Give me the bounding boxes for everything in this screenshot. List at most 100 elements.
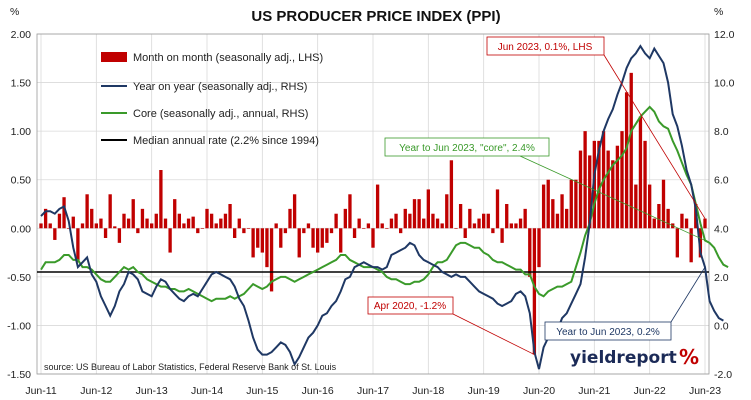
mom-bar [638, 116, 643, 229]
right-axis-tick-label: 4.0 [714, 223, 729, 235]
mom-bar [90, 208, 94, 229]
right-axis-unit: % [714, 6, 723, 18]
source-note: source: US Bureau of Labor Statistics, F… [44, 362, 337, 372]
mom-bar [209, 213, 214, 229]
mom-bar [703, 218, 707, 229]
right-axis-tick-labels: -2.0 0.0 2.0 4.0 6.0 8.0 10.0 12.0 [714, 29, 735, 381]
annotation-apr20-text: Apr 2020, -1.2% [374, 301, 446, 312]
mom-bar [615, 145, 620, 229]
x-axis-tick-label: Jun-23 [689, 385, 721, 397]
legend-label-yoy: Year on year (seasonally adj., RHS) [133, 81, 307, 93]
mom-bar [191, 216, 195, 229]
right-axis-tick-label: -2.0 [714, 369, 732, 381]
mom-bar [588, 155, 592, 229]
mom-bar [431, 213, 435, 229]
mom-bar [103, 228, 108, 238]
mom-bar [150, 223, 154, 229]
mom-bar [606, 150, 610, 229]
right-axis-tick-label: 8.0 [714, 126, 729, 138]
mom-bar [380, 223, 384, 229]
mom-bar [643, 140, 647, 229]
mom-bar [94, 223, 98, 229]
mom-bar [528, 228, 532, 277]
mom-bar [385, 228, 389, 229]
mom-bar [505, 204, 509, 229]
mom-bar [256, 228, 260, 248]
mom-bar [154, 213, 158, 229]
x-axis-tick-label: Jun-12 [80, 385, 112, 397]
mom-bar [205, 208, 209, 229]
left-axis-tick-label: 0.50 [11, 175, 32, 187]
legend-label-median: Median annual rate (2.2% since 1994) [133, 135, 319, 147]
mom-bar [624, 92, 629, 229]
mom-bar [445, 194, 449, 229]
mom-bar [620, 131, 624, 229]
left-axis-tick-label: 1.50 [11, 78, 32, 90]
mom-bar [242, 228, 246, 234]
mom-bar [71, 216, 75, 229]
mom-bar [403, 208, 407, 229]
mom-bar [260, 228, 264, 253]
mom-bar [288, 208, 292, 229]
x-axis-tick-label: Jun-13 [136, 385, 168, 397]
mom-bar [131, 199, 135, 229]
leader-jun23-mom [603, 54, 706, 219]
legend-label-core: Core (seasonally adj., annual, RHS) [133, 108, 308, 120]
mom-bar [560, 194, 564, 229]
mom-bar [223, 213, 228, 229]
mom-bar [122, 213, 126, 229]
mom-bar [652, 218, 656, 229]
right-axis-tick-label: 10.0 [714, 78, 735, 90]
x-axis-tick-label: Jun-17 [357, 385, 389, 397]
gridlines [37, 33, 709, 375]
mom-bar [283, 228, 288, 234]
mom-bar [173, 199, 177, 229]
mom-bar [43, 208, 48, 229]
mom-bar [491, 228, 495, 234]
left-axis-tick-label: -0.50 [7, 272, 31, 284]
mom-bar [657, 204, 661, 229]
left-axis-tick-label: 1.00 [11, 126, 32, 138]
brand-wordmark: yieldreport [570, 348, 677, 368]
annotation-yoy-jun23: Year to Jun 2023, 0.2% [544, 321, 672, 341]
mom-bar [352, 228, 357, 238]
x-axis-tick-label: Jun-15 [246, 385, 278, 397]
mom-bar [675, 228, 679, 258]
mom-bar [417, 199, 421, 229]
mom-bar [661, 179, 666, 229]
mom-bar [541, 184, 546, 229]
mom-bar [408, 213, 412, 229]
mom-bar [684, 218, 689, 229]
mom-bar [228, 204, 232, 229]
mom-bar [454, 228, 458, 229]
mom-bar [302, 228, 306, 234]
mom-bar [339, 228, 343, 253]
x-axis-tick-label: Jun-19 [468, 385, 500, 397]
mom-bar [509, 223, 513, 229]
x-axis-tick-label: Jun-11 [25, 385, 56, 397]
mom-bar [334, 213, 338, 229]
mom-bar [634, 184, 638, 229]
left-axis-tick-label: -1.00 [7, 320, 31, 332]
mom-bar [394, 213, 398, 229]
mom-bar [113, 226, 117, 229]
mom-bar [574, 179, 578, 229]
mom-bar [629, 72, 633, 229]
mom-bar [477, 218, 481, 229]
mom-bar [145, 218, 149, 229]
yoy-line [40, 44, 724, 370]
mom-bar [343, 208, 347, 229]
right-axis-tick-label: 0.0 [714, 320, 729, 332]
brand-percent-mark: % [679, 345, 699, 369]
mom-bar [551, 199, 555, 229]
mom-bar [196, 228, 200, 234]
mom-bar [666, 208, 670, 229]
mom-bar [463, 228, 467, 238]
mom-bar [48, 223, 52, 229]
x-axis-tick-label: Jun-14 [191, 385, 223, 397]
mom-bar [611, 160, 615, 229]
core-line [40, 105, 729, 303]
mom-bar [468, 208, 472, 229]
mom-bar [80, 223, 85, 229]
